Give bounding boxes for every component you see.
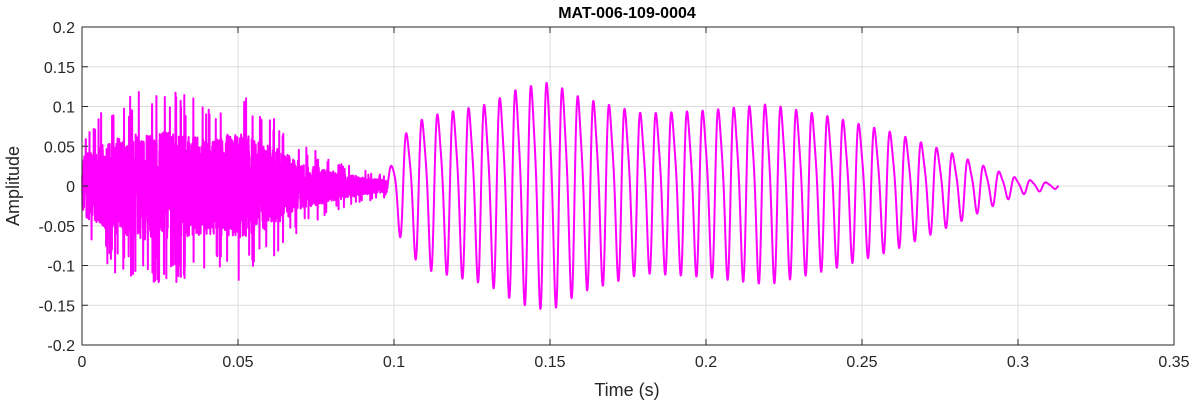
- x-axis-label: Time (s): [594, 380, 659, 400]
- x-tick-label: 0.25: [846, 354, 877, 371]
- x-tick-label: 0.15: [534, 354, 565, 371]
- y-tick-label: 0.2: [53, 20, 75, 37]
- y-tick-label: 0.15: [44, 60, 75, 77]
- y-tick-label: -0.2: [47, 338, 75, 355]
- chart-title: MAT-006-109-0004: [558, 5, 696, 22]
- x-tick-label: 0.05: [222, 354, 253, 371]
- x-tick-label: 0.35: [1158, 354, 1189, 371]
- x-tick-label: 0: [78, 354, 87, 371]
- y-axis-label: Amplitude: [3, 146, 23, 226]
- x-tick-label: 0.3: [1007, 354, 1029, 371]
- data-layer: [81, 81, 1060, 310]
- y-tick-label: 0.1: [53, 100, 75, 117]
- x-tick-label: 0.2: [695, 354, 717, 371]
- y-tick-label: -0.1: [47, 259, 75, 276]
- y-tick-label: -0.05: [39, 219, 76, 236]
- y-tick-label: 0: [66, 179, 75, 196]
- waveform-line: [81, 81, 1060, 310]
- x-tick-label: 0.1: [383, 354, 405, 371]
- y-tick-label: -0.15: [39, 298, 76, 315]
- ticks: 0 0.05 0.1 0.15 0.2 0.25 0.3 0.35 -0.2 -0.15 -0.1 -…: [39, 20, 1190, 371]
- y-tick-label: 0.05: [44, 139, 75, 156]
